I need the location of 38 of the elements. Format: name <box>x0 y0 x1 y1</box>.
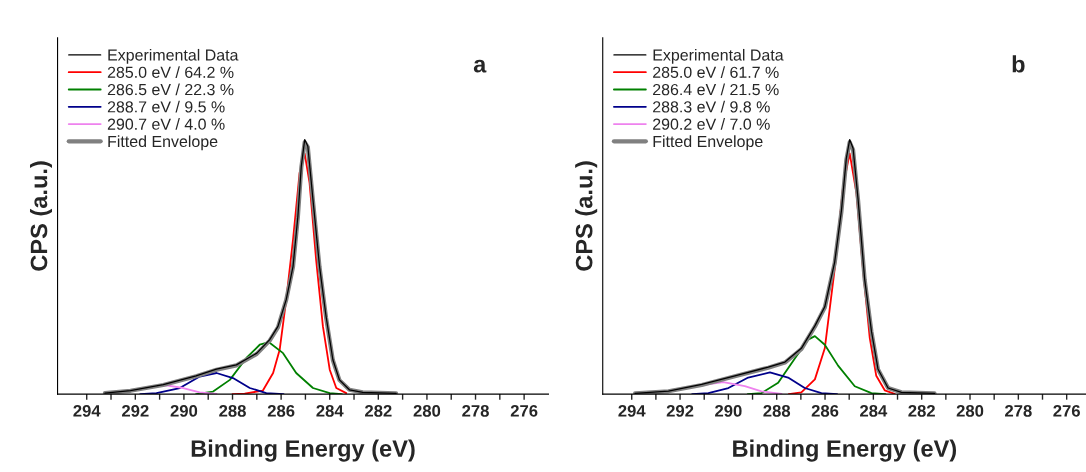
x-tick-label: 284 <box>860 404 888 417</box>
text: b <box>1012 55 1025 73</box>
legend-label: Experimental Data <box>108 48 239 64</box>
x-tick-label: 282 <box>365 404 392 417</box>
legend-label: Experimental Data <box>653 48 784 64</box>
legend-label: 288.7 eV / 9.5 % <box>107 100 225 113</box>
x-axis-title: Binding Energy (eV) <box>733 439 957 462</box>
x-tick-label: 294 <box>73 404 101 417</box>
legend-label: 288.3 eV / 9.8 % <box>653 100 770 113</box>
x-tick-label: 278 <box>462 404 489 417</box>
x-tick-label: 278 <box>1005 404 1032 417</box>
x-tick-label: 290 <box>170 404 198 417</box>
legend-label: 286.5 eV / 22.3 % <box>107 83 234 96</box>
legend-label: 290.2 eV / 7.0 % <box>653 118 770 130</box>
x-tick-label: 280 <box>956 404 984 417</box>
y-axis-title: CPS (a.u.) <box>29 161 52 271</box>
legend-label: 285.0 eV / 61.7 % <box>653 66 779 78</box>
x-axis-title: Binding Energy (eV) <box>191 439 415 462</box>
x-tick-label: 276 <box>510 404 538 417</box>
x-tick-label: 292 <box>666 404 694 417</box>
x-tick-label: 280 <box>413 404 441 417</box>
legend-label: 286.4 eV / 21.5 % <box>653 83 779 96</box>
x-tick-label: 292 <box>122 404 149 417</box>
text: a <box>473 59 487 73</box>
y-axis-title: CPS (a.u.) <box>575 161 598 271</box>
legend-label: Fitted Envelope <box>653 135 763 151</box>
x-tick-label: 284 <box>316 404 344 417</box>
legend-label: 285.0 eV / 64.2 % <box>107 66 234 78</box>
x-tick-label: 288 <box>763 404 791 417</box>
x-tick-label: 276 <box>1053 404 1080 417</box>
legend-label: 290.7 eV / 4.0 % <box>107 118 225 130</box>
legend-label: Fitted Envelope <box>108 135 218 151</box>
x-tick-label: 286 <box>267 404 295 417</box>
x-tick-label: 294 <box>618 404 646 417</box>
x-tick-label: 288 <box>219 404 246 417</box>
x-tick-label: 290 <box>715 404 742 417</box>
x-tick-label: 286 <box>811 404 839 417</box>
x-tick-label: 282 <box>908 404 935 417</box>
